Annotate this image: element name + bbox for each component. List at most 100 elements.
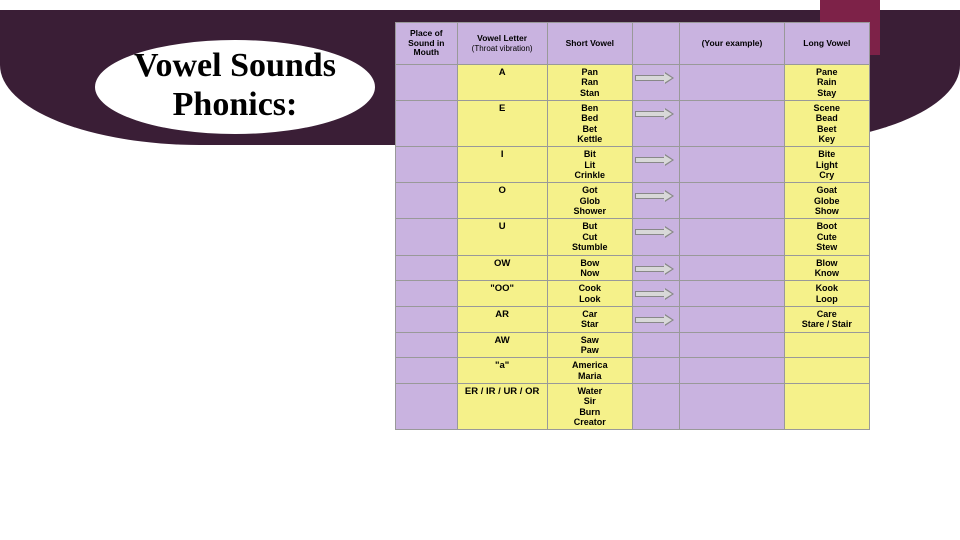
cell-your-example	[680, 101, 784, 147]
cell-letter: "a"	[457, 358, 547, 384]
short-word: Sir	[551, 396, 629, 406]
short-word: Look	[551, 294, 629, 304]
cell-letter: A	[457, 65, 547, 101]
short-word: But	[551, 221, 629, 231]
short-word: Got	[551, 185, 629, 195]
short-word: Now	[551, 268, 629, 278]
long-word: Show	[788, 206, 866, 216]
short-word: Creator	[551, 417, 629, 427]
col-letter-sub: (Throat vibration)	[461, 44, 544, 53]
short-word: Bed	[551, 113, 629, 123]
cell-place	[396, 219, 458, 255]
cell-your-example	[680, 358, 784, 384]
table-row: APanRanStanPaneRainStay	[396, 65, 870, 101]
table-row: "OO"CookLookKookLoop	[396, 281, 870, 307]
short-word: Stumble	[551, 242, 629, 252]
cell-long-vowel	[784, 383, 869, 429]
long-word: Light	[788, 160, 866, 170]
short-word: Cook	[551, 283, 629, 293]
cell-place	[396, 183, 458, 219]
short-word: Water	[551, 386, 629, 396]
cell-letter: O	[457, 183, 547, 219]
long-word: Care	[788, 309, 866, 319]
col-arrow	[632, 23, 679, 65]
table-row: UButCutStumbleBootCuteStew	[396, 219, 870, 255]
long-word: Globe	[788, 196, 866, 206]
table-row: "a"AmericaMaria	[396, 358, 870, 384]
cell-your-example	[680, 183, 784, 219]
short-word: Stan	[551, 88, 629, 98]
cell-letter: "OO"	[457, 281, 547, 307]
short-word: Bow	[551, 258, 629, 268]
table-row: OGotGlobShowerGoatGlobeShow	[396, 183, 870, 219]
arrow-right-icon	[635, 191, 675, 201]
cell-long-vowel: CareStare / Stair	[784, 306, 869, 332]
cell-short-vowel: BenBedBetKettle	[547, 101, 632, 147]
long-word: Know	[788, 268, 866, 278]
long-word: Blow	[788, 258, 866, 268]
arrow-right-icon	[635, 155, 675, 165]
table-row: IBitLitCrinkleBiteLightCry	[396, 147, 870, 183]
short-word: Ben	[551, 103, 629, 113]
long-word: Stew	[788, 242, 866, 252]
long-word: Goat	[788, 185, 866, 195]
cell-arrow	[632, 183, 679, 219]
cell-short-vowel: BitLitCrinkle	[547, 147, 632, 183]
cell-your-example	[680, 281, 784, 307]
short-word: Paw	[551, 345, 629, 355]
short-word: America	[551, 360, 629, 370]
arrow-right-icon	[635, 315, 675, 325]
short-word: Star	[551, 319, 629, 329]
short-word: Pan	[551, 67, 629, 77]
long-word: Boot	[788, 221, 866, 231]
cell-letter: E	[457, 101, 547, 147]
table-row: EBenBedBetKettle SceneBeadBeetKey	[396, 101, 870, 147]
short-word: Glob	[551, 196, 629, 206]
cell-long-vowel	[784, 358, 869, 384]
cell-short-vowel: BowNow	[547, 255, 632, 281]
title-line-2: Phonics:	[173, 86, 298, 123]
long-word: Bead	[788, 113, 866, 123]
long-word: Kook	[788, 283, 866, 293]
cell-letter: U	[457, 219, 547, 255]
col-letter-main: Vowel Letter	[477, 33, 527, 43]
cell-arrow	[632, 383, 679, 429]
long-word: Key	[788, 134, 866, 144]
col-long: Long Vowel	[784, 23, 869, 65]
short-word: Cut	[551, 232, 629, 242]
cell-place	[396, 332, 458, 358]
header-row: Place of Sound in Mouth Vowel Letter (Th…	[396, 23, 870, 65]
long-word: Loop	[788, 294, 866, 304]
table-body: APanRanStanPaneRainStayEBenBedBetKettleS…	[396, 65, 870, 430]
cell-short-vowel: PanRanStan	[547, 65, 632, 101]
cell-your-example	[680, 65, 784, 101]
long-word: Beet	[788, 124, 866, 134]
cell-letter: ER / IR / UR / OR	[457, 383, 547, 429]
cell-long-vowel	[784, 332, 869, 358]
cell-place	[396, 147, 458, 183]
cell-place	[396, 383, 458, 429]
cell-short-vowel: CookLook	[547, 281, 632, 307]
cell-long-vowel: GoatGlobeShow	[784, 183, 869, 219]
col-letter: Vowel Letter (Throat vibration)	[457, 23, 547, 65]
cell-your-example	[680, 255, 784, 281]
cell-place	[396, 358, 458, 384]
cell-arrow	[632, 306, 679, 332]
col-your: (Your example)	[680, 23, 784, 65]
arrow-right-icon	[635, 227, 675, 237]
arrow-right-icon	[635, 289, 675, 299]
cell-long-vowel: KookLoop	[784, 281, 869, 307]
cell-arrow	[632, 281, 679, 307]
cell-short-vowel: ButCutStumble	[547, 219, 632, 255]
cell-place	[396, 255, 458, 281]
table-row: OWBowNowBlowKnow	[396, 255, 870, 281]
cell-arrow	[632, 101, 679, 147]
cell-letter: I	[457, 147, 547, 183]
short-word: Shower	[551, 206, 629, 216]
cell-place	[396, 306, 458, 332]
cell-long-vowel: BlowKnow	[784, 255, 869, 281]
cell-place	[396, 101, 458, 147]
arrow-right-icon	[635, 109, 675, 119]
cell-long-vowel: SceneBeadBeetKey	[784, 101, 869, 147]
cell-short-vowel: GotGlobShower	[547, 183, 632, 219]
